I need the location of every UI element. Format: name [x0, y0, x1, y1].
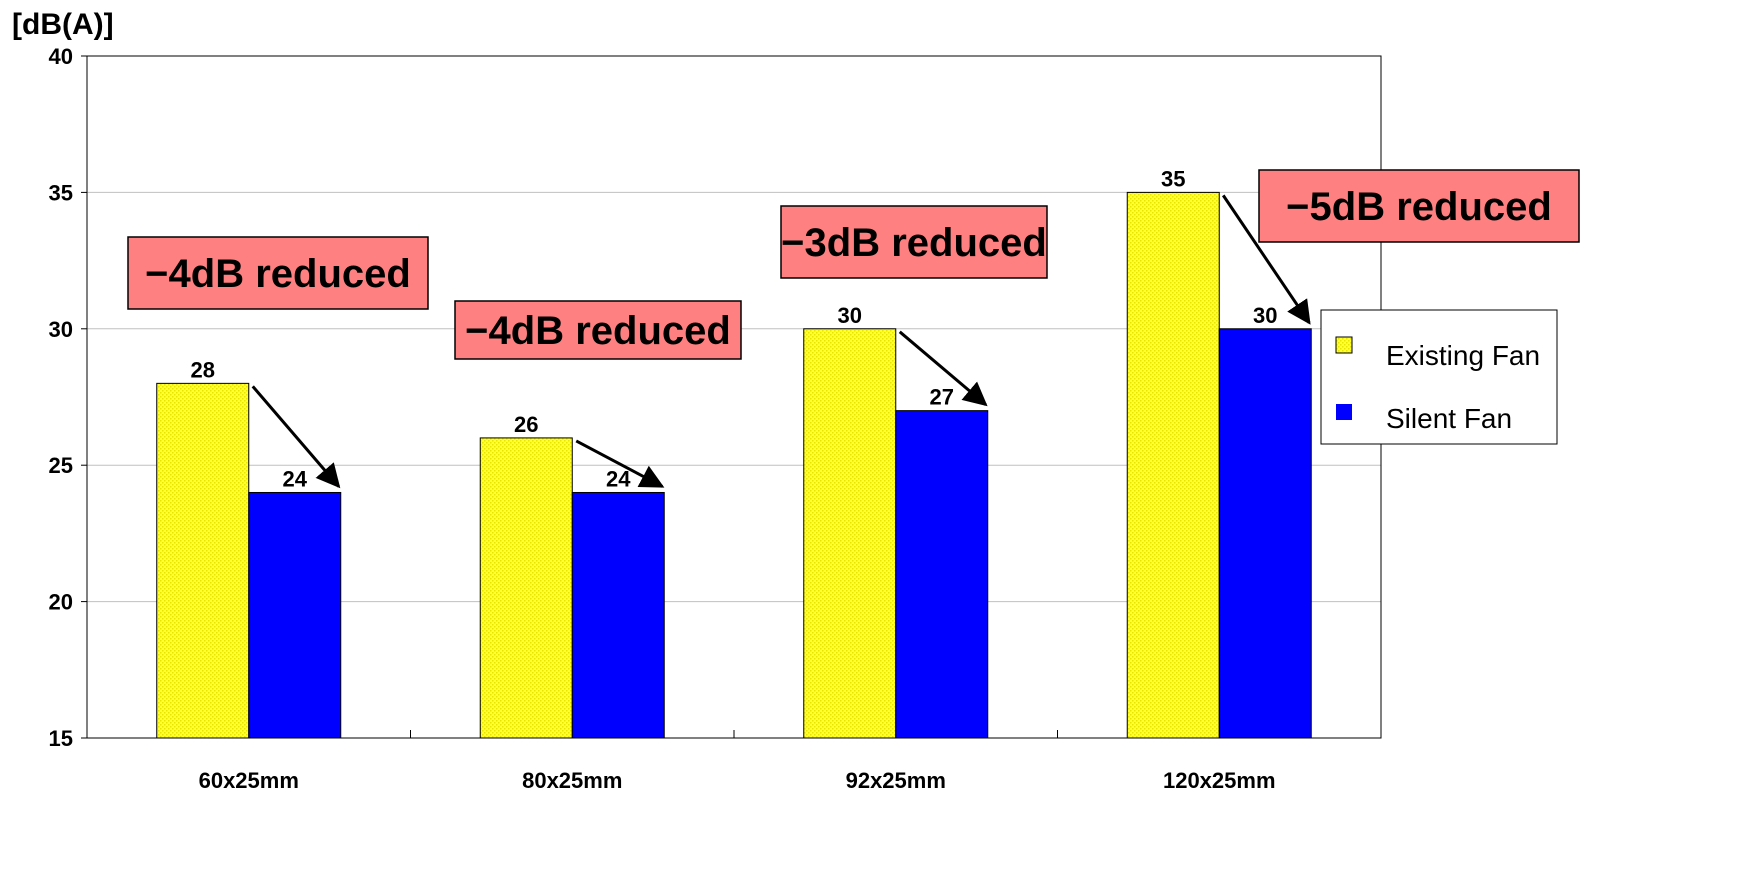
- bar-existing-fan: [156, 382, 250, 739]
- bar-silent-fan: [1218, 328, 1312, 739]
- bar-existing-fan: [479, 437, 573, 739]
- reduction-arrow: [251, 385, 341, 489]
- bar-existing-fan: [803, 328, 897, 739]
- reduction-annotation-box: [780, 205, 1048, 279]
- bar-silent-fan: [248, 491, 342, 739]
- legend-label-existing-fan: Existing Fan: [1386, 340, 1540, 371]
- legend-box: [1320, 309, 1558, 445]
- data-label-existing-fan: 30: [838, 303, 862, 328]
- legend-swatch-existing-fan: [1335, 336, 1353, 354]
- x-category-label: 80x25mm: [522, 768, 622, 793]
- reduction-annotation-label: −4dB reduced: [465, 309, 731, 353]
- reduction-annotation-label: −5dB reduced: [1286, 185, 1552, 229]
- bar-existing-fan: [1126, 191, 1220, 739]
- y-axis-label: [dB(A)]: [12, 8, 114, 41]
- reduction-annotation-label: −4dB reduced: [145, 252, 411, 296]
- y-tick-label: 15: [49, 726, 73, 751]
- data-label-silent-fan: 27: [930, 385, 954, 410]
- reduction-arrow: [898, 330, 988, 407]
- data-label-existing-fan: 26: [514, 412, 538, 437]
- y-tick-label: 40: [49, 44, 73, 69]
- data-label-silent-fan: 24: [606, 466, 631, 491]
- reduction-annotation-box: [454, 300, 742, 360]
- x-category-label: 92x25mm: [846, 768, 946, 793]
- data-label-silent-fan: 24: [283, 466, 308, 491]
- y-tick-label: 20: [49, 590, 73, 615]
- data-label-silent-fan: 30: [1253, 303, 1277, 328]
- bar-silent-fan: [895, 410, 989, 739]
- reduction-arrow: [575, 439, 665, 488]
- y-tick-label: 25: [49, 453, 73, 478]
- reduction-annotation-box: [1258, 169, 1580, 243]
- y-tick-label: 30: [49, 317, 73, 342]
- y-tick-label: 35: [49, 180, 73, 205]
- bar-silent-fan: [571, 491, 665, 739]
- reduction-annotation-label: −3dB reduced: [781, 221, 1047, 265]
- data-label-existing-fan: 28: [191, 357, 215, 382]
- reduction-arrow: [1222, 194, 1311, 325]
- legend-swatch-silent-fan: [1336, 404, 1352, 420]
- legend-label-silent-fan: Silent Fan: [1386, 403, 1512, 434]
- x-category-label: 60x25mm: [199, 768, 299, 793]
- reduction-annotation-box: [127, 236, 429, 310]
- x-category-label: 120x25mm: [1163, 768, 1276, 793]
- data-label-existing-fan: 35: [1161, 166, 1185, 191]
